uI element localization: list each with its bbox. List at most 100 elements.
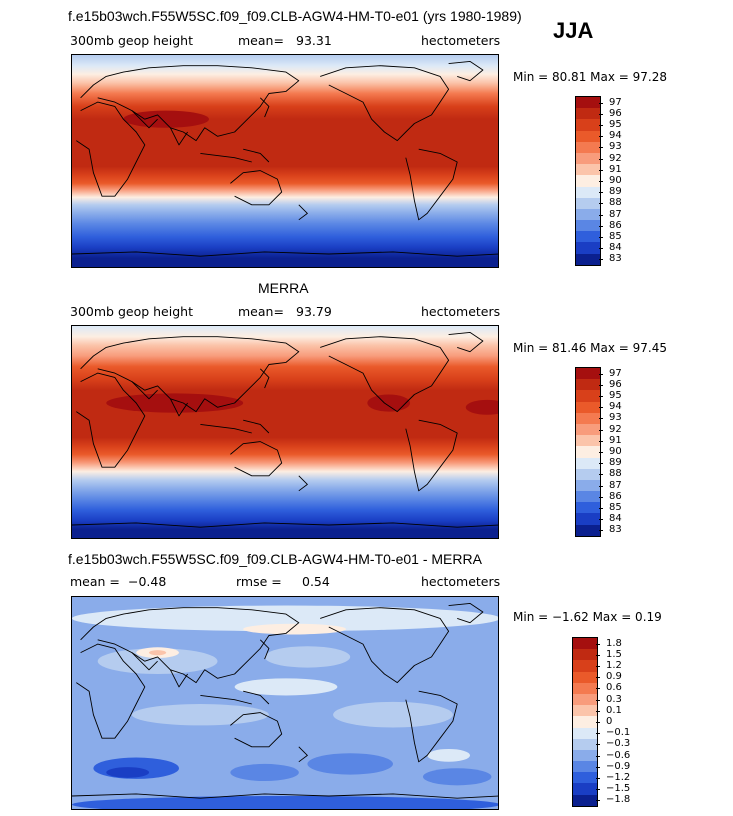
panel2-minmax: Min = 81.46 Max = 97.45 (513, 341, 667, 355)
map-field (72, 55, 498, 267)
panel3-rmse-value: 0.54 (302, 574, 330, 589)
colorbar-label: 96 (609, 378, 622, 390)
colorbar-swatch (576, 390, 600, 402)
coastline (320, 336, 450, 413)
colorbar-swatch (573, 761, 597, 773)
contour-feature (106, 393, 244, 413)
colorbar-tick (599, 125, 603, 126)
colorbar-swatch (576, 119, 600, 131)
contour-feature (72, 796, 498, 809)
colorbar-label: −0.6 (606, 749, 631, 761)
panel3-rmse-label: rmse = (236, 574, 282, 589)
colorbar-swatch (573, 738, 597, 750)
contour-feature (333, 701, 453, 728)
coastline (131, 652, 158, 671)
colorbar-label: 0.6 (606, 682, 622, 694)
colorbar-label: 1.8 (606, 637, 622, 649)
colorbar-swatch (576, 513, 600, 525)
colorbar-swatch (576, 208, 600, 221)
colorbar-swatch (576, 423, 600, 436)
colorbar-label: 1.2 (606, 660, 622, 671)
contour-feature (131, 704, 269, 726)
panel2-mean-value: 93.79 (296, 304, 332, 319)
colorbar-tick (596, 666, 600, 667)
colorbar-swatch (576, 468, 600, 480)
colorbar-swatch (576, 435, 600, 447)
colorbar-tick (596, 744, 600, 746)
colorbar-label: 91 (609, 434, 622, 446)
coastline (298, 204, 308, 221)
colorbar-label: 95 (609, 390, 622, 401)
colorbar-label: 85 (609, 502, 622, 513)
colorbar-tick (599, 373, 603, 375)
colorbar-tick (599, 452, 603, 453)
colorbar-tick (599, 214, 603, 216)
colorbar-tick (599, 225, 603, 227)
panel1-variable: 300mb geop height (70, 33, 193, 48)
colorbar-swatch (576, 175, 600, 187)
colorbar-swatch (576, 379, 600, 391)
colorbar-swatch (576, 491, 600, 503)
colorbar-label: −1.8 (606, 794, 631, 806)
colorbar-label: 83 (609, 253, 622, 265)
coastline (80, 65, 300, 142)
coastline (72, 793, 498, 799)
coastline (448, 602, 484, 624)
colorbar-tick (599, 418, 603, 420)
colorbar-swatch (576, 524, 600, 536)
coastline (80, 336, 300, 413)
colorbar-tick (596, 654, 600, 656)
colorbar-tick (596, 688, 600, 690)
panel2-title: MERRA (258, 280, 309, 296)
colorbar-label: 93 (609, 412, 622, 424)
colorbar-tick (599, 248, 603, 250)
colorbar-tick (596, 677, 600, 679)
colorbar-tick (599, 384, 603, 386)
contour-feature (72, 605, 498, 632)
colorbar-swatch (576, 502, 600, 514)
colorbar-tick (596, 755, 600, 757)
contour-feature (367, 394, 411, 412)
colorbar-swatch (573, 638, 597, 650)
colorbar-tick (599, 259, 603, 261)
coastline (448, 60, 484, 82)
colorbar-tick (599, 169, 603, 171)
colorbar-label: 84 (609, 242, 622, 254)
coastline (76, 372, 146, 468)
contour-feature (106, 767, 150, 778)
colorbar-swatch (576, 253, 600, 265)
colorbar-label: 89 (609, 186, 622, 198)
colorbar-tick (596, 733, 600, 735)
coastline (230, 170, 283, 206)
colorbar-label: 0.3 (606, 693, 622, 705)
colorbar-swatch (576, 446, 600, 458)
colorbar-tick (599, 396, 603, 397)
colorbar-label: 92 (609, 152, 622, 164)
colorbar-swatch (576, 152, 600, 165)
contour-field (72, 326, 498, 538)
colorbar-swatch (573, 749, 597, 762)
contour-feature (427, 748, 471, 762)
colorbar-tick (596, 800, 600, 802)
contour-feature (97, 648, 218, 675)
coastline (131, 110, 158, 129)
coastline (298, 746, 308, 763)
colorbar-label: −1.2 (606, 772, 631, 783)
colorbar-swatch (576, 479, 600, 492)
colorbar-label: −1.5 (606, 783, 631, 795)
colorbar-tick (596, 778, 600, 779)
colorbar-swatch (576, 97, 600, 109)
colorbar-tick (599, 474, 603, 476)
colorbar-swatch (576, 242, 600, 254)
colorbar-tick (599, 192, 603, 194)
colorbar-label: 84 (609, 513, 622, 525)
colorbar-swatch (573, 772, 597, 784)
contour-feature (243, 623, 346, 635)
contour-field (72, 55, 498, 267)
colorbar-label: 85 (609, 231, 622, 242)
colorbar-label: 86 (609, 219, 622, 231)
coastline (243, 148, 270, 163)
coastline (320, 65, 450, 142)
colorbar-label: 0 (606, 716, 613, 727)
colorbar-label: 89 (609, 457, 622, 469)
